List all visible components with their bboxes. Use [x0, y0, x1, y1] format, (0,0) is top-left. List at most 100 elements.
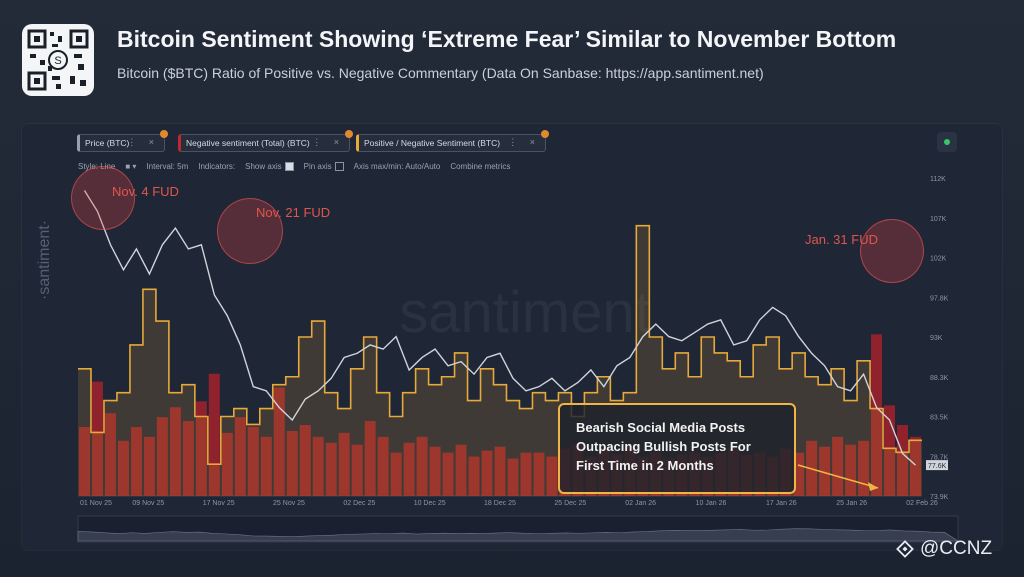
- interval-select[interactable]: Interval: 5m: [146, 162, 189, 172]
- qr-code-pattern: S: [27, 29, 89, 91]
- x-tick-label: 01 Nov 25: [80, 500, 112, 507]
- x-tick-label: 17 Jan 26: [766, 500, 797, 507]
- negative-sentiment-bar: [819, 446, 831, 496]
- indicators-select[interactable]: Indicators:: [198, 162, 236, 172]
- x-tick-label: 10 Dec 25: [414, 500, 446, 507]
- x-tick-label: 02 Dec 25: [343, 500, 375, 507]
- brand-handle: @CCNZ: [920, 538, 993, 559]
- negative-sentiment-bar: [858, 440, 870, 496]
- y-tick-label: 102K: [930, 256, 947, 263]
- negative-sentiment-bar: [338, 432, 350, 496]
- negative-sentiment-bar: [884, 405, 896, 496]
- annotation-nov4: Nov. 4 FUD: [112, 184, 179, 199]
- checkbox-unchecked-icon[interactable]: [334, 162, 344, 172]
- metric-chip-positive-negative[interactable]: Positive / Negative Sentiment (BTC) ⋮ ×: [356, 130, 549, 152]
- negative-sentiment-bar: [403, 442, 415, 496]
- y-tick-label: 88.3K: [930, 375, 949, 382]
- x-tick-label: 17 Nov 25: [203, 500, 235, 507]
- chip-menu-icon[interactable]: ⋮ ×: [312, 137, 344, 147]
- negative-sentiment-bar: [234, 417, 246, 496]
- negative-sentiment-bar: [91, 381, 103, 496]
- y-tick-label: 97.8K: [930, 295, 949, 302]
- color-select-icon[interactable]: ■ ▾: [125, 162, 137, 172]
- svg-text:S: S: [54, 55, 61, 67]
- negative-sentiment-bar: [299, 425, 311, 496]
- y-tick-label: 73.9K: [930, 494, 949, 501]
- negative-sentiment-bar: [104, 413, 116, 496]
- show-axis-toggle[interactable]: Show axis: [245, 162, 294, 172]
- negative-sentiment-bar: [442, 452, 454, 496]
- negative-sentiment-bar: [468, 456, 480, 496]
- axis-maxmin-select[interactable]: Axis max/min: Auto/Auto: [353, 162, 441, 172]
- checkbox-checked-icon[interactable]: [284, 162, 294, 172]
- negative-sentiment-bar: [494, 446, 506, 496]
- negative-sentiment-bar: [507, 458, 519, 496]
- negative-sentiment-bar: [143, 436, 155, 496]
- metric-chip-label: Price (BTC): [85, 138, 130, 148]
- negative-sentiment-bar: [169, 407, 181, 496]
- chip-badge-icon: [541, 130, 549, 138]
- negative-sentiment-bar: [546, 456, 558, 496]
- negative-sentiment-bar: [351, 444, 363, 496]
- negative-sentiment-bar: [286, 430, 298, 496]
- x-tick-label: 25 Dec 25: [554, 500, 586, 507]
- y-tick-label: 78.7K: [930, 454, 949, 461]
- negative-sentiment-bar: [832, 436, 844, 496]
- annotation-jan31: Jan. 31 FUD: [805, 232, 878, 247]
- qr-code: S: [22, 24, 94, 96]
- negative-sentiment-bar: [208, 373, 220, 496]
- negative-sentiment-bar: [455, 444, 467, 496]
- chart-watermark: santiment: [399, 280, 650, 345]
- x-tick-label: 25 Jan 26: [836, 500, 867, 507]
- metric-chip-price[interactable]: Price (BTC) ⋮ ×: [77, 130, 168, 152]
- x-tick-label: 02 Jan 26: [625, 500, 656, 507]
- page-subtitle: Bitcoin ($BTC) Ratio of Positive vs. Neg…: [117, 65, 764, 81]
- negative-sentiment-bar: [364, 421, 376, 496]
- callout-arrow-head: [868, 482, 878, 491]
- chip-menu-icon[interactable]: ⋮ ×: [127, 137, 159, 147]
- live-status-icon[interactable]: [937, 132, 957, 152]
- annotation-nov21: Nov. 21 FUD: [256, 205, 331, 220]
- negative-sentiment-bar: [390, 452, 402, 496]
- negative-sentiment-bar: [182, 421, 194, 496]
- negative-sentiment-bar: [221, 432, 233, 496]
- negative-sentiment-bar: [260, 436, 272, 496]
- x-tick-label: 18 Dec 25: [484, 500, 516, 507]
- callout-line: First Time in 2 Months: [576, 458, 714, 473]
- chip-badge-icon: [160, 130, 168, 138]
- negative-sentiment-bar: [156, 417, 168, 496]
- negative-sentiment-bar: [416, 436, 428, 496]
- highlight-circle-nov21: [217, 198, 283, 264]
- navigator-area: [77, 528, 960, 542]
- combine-metrics-button[interactable]: Combine metrics: [450, 162, 511, 172]
- negative-sentiment-bar: [117, 440, 129, 496]
- brand-watermark: @CCNZ: [896, 538, 992, 560]
- negative-sentiment-bar: [533, 452, 545, 496]
- brand-logo-icon: [896, 540, 914, 558]
- callout-box: Bearish Social Media Posts Outpacing Bul…: [558, 403, 796, 494]
- negative-sentiment-bar: [247, 426, 259, 496]
- metric-chip-label: Positive / Negative Sentiment (BTC): [364, 138, 501, 148]
- highlight-circle-nov4: [71, 166, 135, 230]
- price-series-line: [83, 190, 916, 466]
- pin-axis-toggle[interactable]: Pin axis: [304, 162, 344, 172]
- current-price-tag: [926, 460, 948, 471]
- ratio-series-line: [78, 224, 922, 465]
- negative-sentiment-bar: [377, 436, 389, 496]
- negative-sentiment-bar: [325, 442, 337, 496]
- negative-sentiment-bar: [130, 426, 142, 496]
- negative-sentiment-bar: [845, 444, 857, 496]
- chip-menu-icon[interactable]: ⋮ ×: [508, 137, 540, 147]
- callout-line: Bearish Social Media Posts: [576, 420, 746, 435]
- negative-sentiment-bar: [195, 401, 207, 496]
- page-title: Bitcoin Sentiment Showing ‘Extreme Fear’…: [117, 26, 897, 52]
- chip-badge-icon: [345, 130, 353, 138]
- metric-chip-negative[interactable]: Negative sentiment (Total) (BTC) ⋮ ×: [178, 130, 353, 152]
- y-tick-label: 107K: [930, 216, 947, 223]
- current-price-label: 77.6K: [928, 463, 947, 470]
- negative-sentiment-bar: [871, 334, 883, 496]
- show-axis-label: Show axis: [245, 162, 282, 171]
- negative-sentiment-bar: [793, 452, 805, 496]
- callout-line: Outpacing Bullish Posts For: [576, 439, 751, 454]
